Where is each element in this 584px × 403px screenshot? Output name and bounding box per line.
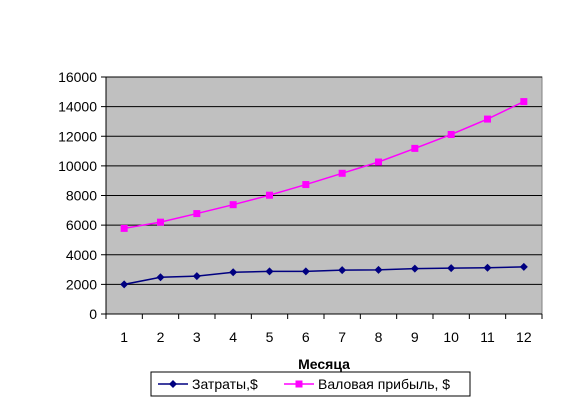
legend: Затраты,$ Валовая прибыль, $	[150, 371, 471, 397]
x-tick-label: 10	[443, 329, 459, 345]
data-point	[447, 130, 455, 138]
axes	[101, 76, 543, 319]
data-point	[483, 263, 492, 272]
x-tick-label: 5	[266, 329, 274, 345]
data-point	[156, 273, 165, 282]
y-tick-label: 8000	[66, 188, 97, 204]
data-point	[266, 191, 273, 199]
x-tick-label: 4	[229, 329, 237, 345]
data-point	[411, 144, 419, 152]
x-tick-label: 1	[120, 329, 128, 345]
legend-label: Затраты,$	[192, 376, 258, 392]
y-axis-title-clip: Доллар США	[3, 55, 19, 146]
series-1	[120, 262, 528, 289]
x-tick-label: 9	[411, 329, 419, 345]
y-tick-label: 16000	[58, 69, 97, 85]
data-point	[520, 98, 528, 106]
data-point	[374, 265, 383, 274]
legend-marker	[169, 380, 177, 388]
x-tick-label: 3	[193, 329, 201, 345]
series-line	[124, 100, 525, 230]
series-line	[124, 266, 524, 286]
data-point	[229, 268, 238, 277]
data-point	[120, 224, 128, 232]
x-tick-label: 11	[480, 329, 495, 345]
y-tick-label: 12000	[58, 128, 97, 144]
data-point	[338, 266, 347, 275]
x-tick-label: 2	[157, 329, 165, 345]
data-point	[519, 262, 528, 271]
y-tick-label: 6000	[66, 217, 97, 233]
series-2	[120, 98, 528, 232]
y-tick-label: 14000	[58, 99, 97, 115]
x-tick-labels: 1 2 3 4 5 6 7 8 9 10 11 12	[120, 329, 532, 345]
data-point	[410, 264, 419, 273]
data-point	[447, 264, 456, 273]
legend-item: Валовая прибыль, $	[284, 376, 450, 392]
legend-label: Валовая прибыль, $	[318, 376, 450, 392]
data-point	[338, 169, 346, 177]
data-point	[193, 210, 201, 218]
y-tick-label: 2000	[66, 276, 97, 292]
y-axis-title: Доллар США	[3, 55, 19, 146]
x-tick-label: 6	[302, 329, 310, 345]
x-tick-label: 8	[375, 329, 383, 345]
y-tick-label: 4000	[66, 247, 97, 263]
legend-marker	[295, 380, 303, 388]
data-point	[302, 181, 310, 189]
data-point	[265, 267, 274, 276]
gridlines	[106, 76, 542, 285]
data-point	[301, 267, 310, 276]
x-tick-label: 7	[338, 329, 346, 345]
y-tick-labels: 0 2000 4000 6000 8000 10000 12000 14000 16000	[58, 69, 97, 322]
data-point	[157, 218, 164, 226]
series-lines	[120, 98, 528, 289]
y-tick-label: 10000	[58, 158, 97, 174]
data-point	[375, 158, 382, 166]
y-tick-label: 0	[89, 306, 97, 322]
x-tick-label: 12	[516, 329, 532, 345]
data-point	[192, 272, 201, 281]
x-axis-title: Месяца	[298, 356, 350, 372]
data-point	[484, 115, 491, 123]
legend-item: Затраты,$	[158, 376, 258, 392]
data-point	[120, 280, 129, 289]
data-point	[229, 201, 237, 209]
